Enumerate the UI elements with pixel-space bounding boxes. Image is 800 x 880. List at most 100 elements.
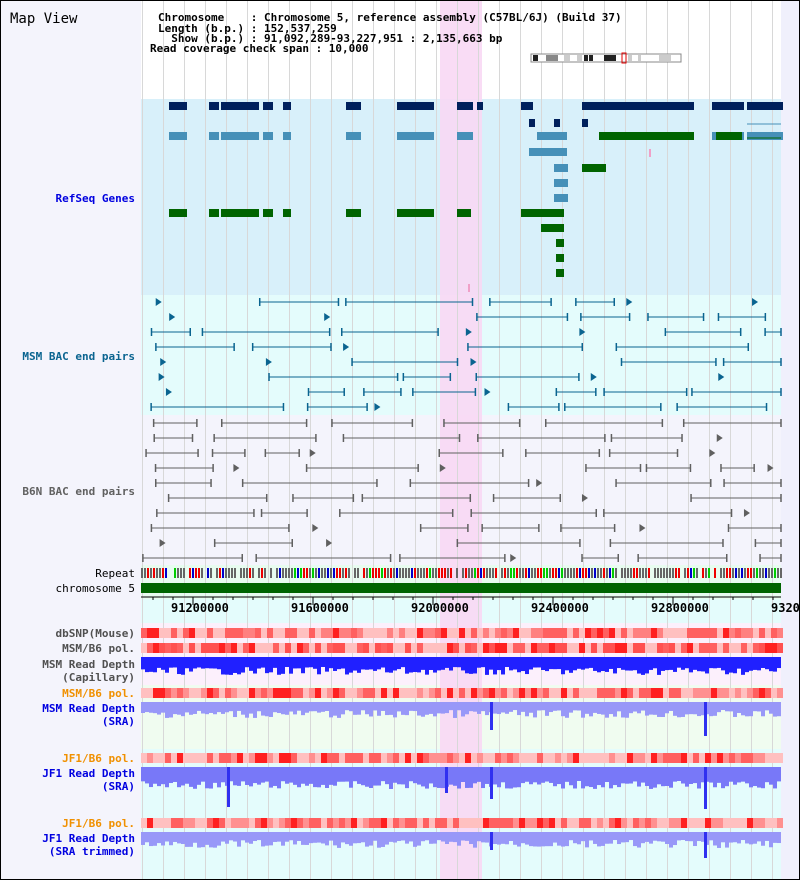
repeat-element (744, 568, 746, 578)
track-label-msm-depth-capillary[interactable]: MSM Read Depth (42, 658, 135, 671)
repeat-element (687, 568, 689, 578)
pol-heat-cell (645, 688, 651, 698)
depth-bar (313, 832, 317, 843)
pol-heat-cell (597, 688, 603, 698)
track-label-msm-bac[interactable]: MSM BAC end pairs (22, 350, 135, 363)
depth-bar (773, 702, 777, 717)
pol-heat-cell (495, 643, 501, 653)
pol-heat-cell (615, 643, 621, 653)
depth-spike (490, 767, 493, 799)
depth-bar (357, 657, 361, 673)
depth-bar (721, 832, 725, 843)
depth-bar (141, 702, 145, 714)
track-label-chromosome[interactable]: chromosome 5 (55, 582, 135, 595)
pol-heat-cell (567, 628, 573, 638)
pol-heat-cell (363, 753, 369, 763)
depth-bar (349, 657, 353, 673)
repeat-element (297, 568, 299, 578)
depth-bar (565, 657, 569, 671)
depth-bar (377, 702, 381, 716)
depth-bar (477, 702, 481, 714)
gene-feature (283, 209, 291, 217)
depth-bar (681, 767, 685, 784)
info-length: Length (b.p.) : 152,537,259 (158, 22, 337, 35)
pol-heat-cell (141, 688, 147, 698)
repeat-element (690, 568, 692, 578)
depth-bar (485, 657, 489, 675)
depth-bar (149, 832, 153, 847)
pol-heat-cell (273, 753, 279, 763)
gene-feature (529, 148, 567, 156)
pol-heat-cell (333, 818, 339, 828)
repeat-element (312, 568, 314, 578)
repeat-element (540, 568, 542, 578)
pol-heat-cell (483, 688, 489, 698)
pol-heat-cell (369, 628, 375, 638)
depth-bar (305, 657, 309, 668)
pol-heat-cell (633, 643, 639, 653)
pol-heat-cell (423, 628, 429, 638)
depth-bar (677, 702, 681, 718)
repeat-element (507, 568, 509, 578)
track-label-msm-b6-pol-2[interactable]: MSM/B6 pol. (62, 687, 135, 700)
repeat-element (450, 568, 452, 578)
pol-heat-cell (303, 643, 309, 653)
repeat-element (456, 568, 458, 578)
track-label-jf1-depth-sra[interactable]: JF1 Read Depth (42, 767, 135, 780)
depth-bar (481, 657, 485, 668)
depth-bar (413, 657, 417, 673)
track-label-refseq[interactable]: RefSeq Genes (55, 192, 135, 205)
depth-bar (549, 657, 553, 670)
pol-heat-cell (759, 818, 765, 828)
pol-heat-cell (411, 628, 417, 638)
depth-bar (289, 767, 293, 783)
track-label-repeat[interactable]: Repeat (95, 567, 135, 580)
msm-bac-pair-arrow (160, 358, 167, 366)
track-label-jf1-b6-pol-2[interactable]: JF1/B6 pol. (62, 817, 135, 830)
depth-bar (753, 702, 757, 712)
repeat-element (300, 568, 302, 578)
depth-bar (605, 702, 609, 718)
depth-bar (777, 702, 781, 717)
depth-bar (561, 657, 565, 675)
track-label-msm-depth-sra[interactable]: MSM Read Depth (42, 702, 135, 715)
gene-feature (221, 102, 259, 110)
track-label-msm-b6-pol-1[interactable]: MSM/B6 pol. (62, 642, 135, 655)
repeat-element (216, 568, 218, 578)
gene-feature (457, 209, 471, 217)
depth-bar (517, 702, 521, 716)
pol-heat-cell (525, 628, 531, 638)
pol-heat-cell (585, 643, 591, 653)
repeat-element (579, 568, 581, 578)
depth-bar (477, 767, 481, 782)
depth-bar (385, 832, 389, 845)
depth-bar (465, 657, 469, 674)
depth-bar (249, 832, 253, 844)
repeat-element (279, 568, 281, 578)
pol-heat-cell (189, 753, 195, 763)
track-label-jf1-depth-trimmed[interactable]: JF1 Read Depth (42, 832, 135, 845)
track-label-dbsnp[interactable]: dbSNP(Mouse) (55, 627, 135, 640)
pol-heat-cell (237, 753, 243, 763)
repeat-element (414, 568, 416, 578)
track-label-b6n-bac[interactable]: B6N BAC end pairs (22, 485, 135, 498)
depth-bar (717, 832, 721, 848)
pol-heat-cell (639, 753, 645, 763)
depth-bar (609, 657, 613, 669)
depth-bar (777, 657, 781, 669)
pol-heat-cell (567, 753, 573, 763)
depth-bar (397, 702, 401, 712)
track-label-jf1-b6-pol-1[interactable]: JF1/B6 pol. (62, 752, 135, 765)
pol-heat-cell (309, 628, 315, 638)
depth-bar (669, 702, 673, 711)
depth-bar (217, 702, 221, 713)
depth-bar (333, 832, 337, 846)
info-coverage-span: Read coverage check span : 10,000 (150, 42, 369, 55)
pol-heat-cell (747, 688, 753, 698)
pol-heat-cell (615, 688, 621, 698)
marker-tick (649, 149, 651, 157)
depth-bar (469, 832, 473, 845)
depth-bar (505, 702, 509, 714)
